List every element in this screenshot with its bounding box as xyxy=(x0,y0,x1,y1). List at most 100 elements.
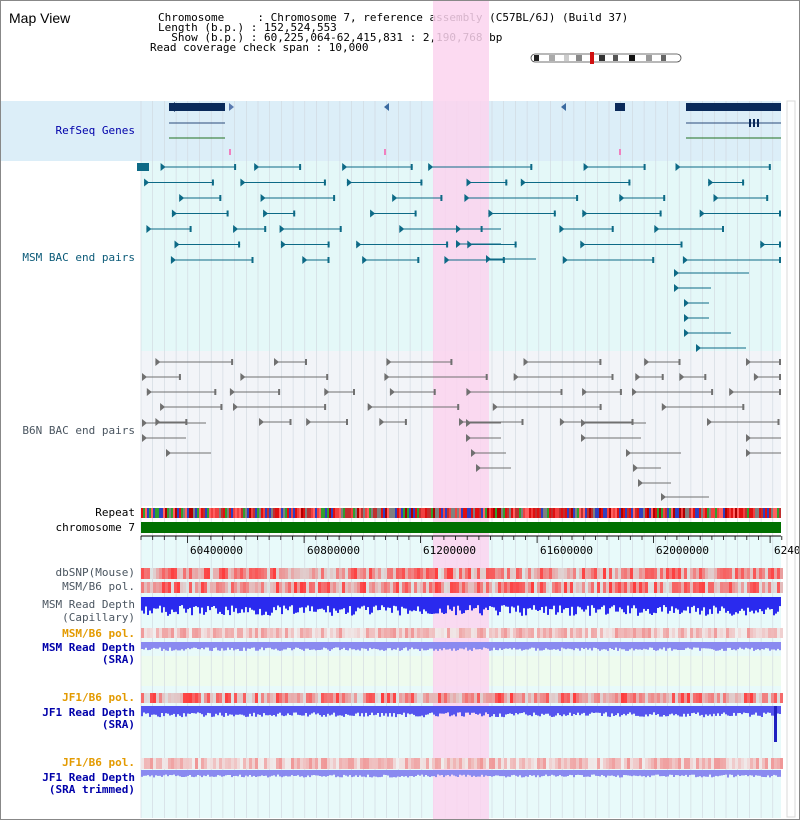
depth-bar xyxy=(315,597,317,612)
track-label-jf1-b6-pol[interactable]: JF1/B6 pol. xyxy=(62,691,135,704)
depth-bar xyxy=(603,597,605,606)
track-label-repeat[interactable]: Repeat xyxy=(95,506,135,519)
depth-bar xyxy=(195,706,197,714)
depth-bar xyxy=(329,597,331,613)
depth-bar xyxy=(205,770,207,777)
heatmap-cell xyxy=(378,582,381,593)
heatmap-cell xyxy=(705,582,708,593)
heatmap-cell xyxy=(468,568,471,579)
heatmap-cell xyxy=(171,568,174,579)
depth-bar xyxy=(537,770,539,776)
depth-bar xyxy=(641,642,643,650)
repeat-mark xyxy=(415,508,417,518)
heatmap-cell xyxy=(216,693,219,703)
bac-end-marker xyxy=(559,418,565,426)
depth-bar xyxy=(161,706,163,713)
heatmap-cell xyxy=(474,628,477,638)
repeat-mark xyxy=(305,508,307,518)
depth-bar xyxy=(155,706,157,715)
depth-bar xyxy=(275,597,277,611)
msm-bac-features[interactable] xyxy=(137,163,781,352)
repeat-mark xyxy=(423,508,425,518)
depth-bar xyxy=(389,706,391,714)
depth-bar xyxy=(657,770,659,775)
track-label-jf1-b6-pol-2[interactable]: JF1/B6 pol. xyxy=(62,756,135,769)
depth-bar xyxy=(669,597,671,611)
heatmap-cell xyxy=(582,582,585,593)
heatmap-cell xyxy=(444,693,447,703)
depth-bar xyxy=(161,770,163,777)
heatmap-cell xyxy=(573,582,576,593)
b6n-bac-features[interactable] xyxy=(142,358,781,501)
depth-bar xyxy=(395,770,397,778)
heatmap-cell xyxy=(405,693,408,703)
heatmap-cell xyxy=(513,582,516,593)
bac-end-marker xyxy=(638,479,643,487)
depth-bar xyxy=(559,770,561,776)
depth-bar xyxy=(359,597,361,609)
heatmap-cell xyxy=(672,582,675,593)
heatmap-cell xyxy=(540,693,543,703)
heatmap-cell xyxy=(315,582,318,593)
depth-bar xyxy=(727,770,729,778)
repeat-mark xyxy=(533,508,535,518)
repeat-mark xyxy=(301,508,303,518)
depth-bar xyxy=(159,642,161,648)
track-label-msm-b6-pol[interactable]: MSM/B6 pol. xyxy=(62,580,135,593)
depth-bar xyxy=(623,706,625,714)
depth-bar xyxy=(267,706,269,716)
bac-end-marker xyxy=(144,178,150,187)
depth-bar xyxy=(401,770,403,776)
repeat-mark xyxy=(213,508,215,518)
heatmap-cell xyxy=(453,628,456,638)
track-label-refseq[interactable]: RefSeq Genes xyxy=(55,124,135,137)
depth-bar xyxy=(501,642,503,650)
depth-bar xyxy=(301,770,303,777)
axis-tick-label: 61600000 xyxy=(540,544,593,557)
depth-bar xyxy=(255,642,257,651)
repeat-mark xyxy=(283,508,285,518)
bac-end-marker xyxy=(444,256,450,264)
track-label-msm-depth-sra[interactable]: MSM Read Depth xyxy=(42,641,135,654)
repeat-mark xyxy=(737,508,739,518)
depth-bar xyxy=(741,597,743,609)
heatmap-cell xyxy=(336,693,339,703)
track-label-b6n-bac[interactable]: B6N BAC end pairs xyxy=(22,424,135,437)
depth-bar xyxy=(715,642,717,651)
depth-bar xyxy=(711,706,713,717)
depth-bar xyxy=(307,770,309,776)
bac-end-marker xyxy=(580,240,586,249)
track-label-jf1-depth-trimmed[interactable]: JF1 Read Depth xyxy=(42,771,135,784)
depth-bar xyxy=(479,770,481,777)
refseq-gene-features[interactable] xyxy=(169,102,781,155)
track-label-msm-b6-pol-sra[interactable]: MSM/B6 pol. xyxy=(62,627,135,640)
depth-bar xyxy=(241,642,243,651)
heatmap-cell xyxy=(402,582,405,593)
depth-bar xyxy=(349,706,351,716)
track-label-msm-bac[interactable]: MSM BAC end pairs xyxy=(22,251,135,264)
chromosome-ideogram[interactable] xyxy=(530,52,682,64)
repeat-mark xyxy=(195,508,197,518)
depth-bar xyxy=(661,770,663,777)
heatmap-cell xyxy=(156,628,159,638)
track-label-dbsnp[interactable]: dbSNP(Mouse) xyxy=(55,566,135,579)
track-label-msm-depth-capillary[interactable]: MSM Read Depth xyxy=(42,598,135,611)
vertical-scrollbar[interactable] xyxy=(786,100,796,818)
heatmap-cell xyxy=(255,758,258,769)
depth-bar xyxy=(535,770,537,778)
depth-bar xyxy=(609,597,611,609)
bac-end-marker xyxy=(456,225,461,233)
bac-end-marker xyxy=(399,225,405,233)
repeat-mark xyxy=(187,508,189,518)
heatmap-cell xyxy=(189,628,192,638)
heatmap-cell xyxy=(375,568,378,579)
bac-end-marker xyxy=(699,209,705,218)
track-label-jf1-depth-sra[interactable]: JF1 Read Depth xyxy=(42,706,135,719)
bac-end-marker xyxy=(704,374,707,380)
heatmap-cell xyxy=(456,582,459,593)
selection-highlight[interactable] xyxy=(433,1,489,819)
depth-bar xyxy=(369,597,371,615)
depth-bar xyxy=(347,706,349,715)
heatmap-cell xyxy=(771,628,774,638)
